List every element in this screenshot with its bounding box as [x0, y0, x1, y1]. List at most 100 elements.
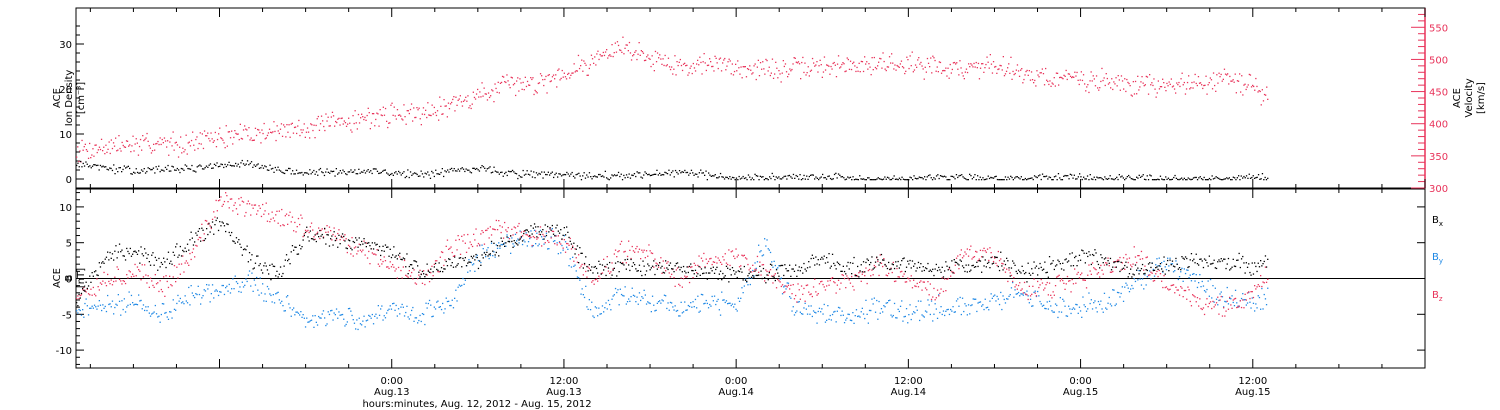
- bz-series-point: [1093, 267, 1095, 269]
- velocity-series-point: [1022, 82, 1024, 84]
- by-series-point: [902, 320, 904, 322]
- bx-series-point: [147, 254, 149, 256]
- by-series-point: [610, 309, 612, 311]
- bx-series-point: [96, 274, 98, 276]
- velocity-series-point: [93, 155, 95, 157]
- bz-series-point: [629, 249, 631, 251]
- velocity-series-point: [495, 87, 497, 90]
- by-series-point: [412, 306, 414, 309]
- density-series-point: [183, 169, 185, 171]
- density-series-point: [356, 173, 359, 175]
- bx-series-point: [1085, 252, 1088, 254]
- density-series-point: [716, 177, 718, 179]
- by-series-point: [604, 307, 606, 309]
- density-axis-label: Ion Density: [64, 70, 75, 127]
- bz-series-point: [1096, 273, 1098, 275]
- bx-series-point: [939, 269, 941, 271]
- bz-series-point: [347, 244, 350, 246]
- velocity-series-point: [493, 101, 495, 103]
- velocity-series-point: [700, 61, 702, 64]
- density-series-point: [436, 173, 438, 175]
- bz-series-point: [762, 264, 765, 266]
- bx-series-point: [312, 238, 314, 240]
- bz-series-point: [476, 245, 478, 247]
- density-series-point: [600, 175, 602, 178]
- by-series-point: [477, 259, 480, 262]
- density-series-point: [1192, 177, 1195, 179]
- bx-series-point: [1028, 272, 1030, 274]
- bx-series-point: [921, 270, 923, 272]
- density-series-point: [233, 165, 235, 167]
- bz-series-point: [530, 236, 532, 239]
- velocity-series-point: [181, 152, 183, 154]
- density-series-point: [982, 177, 984, 179]
- by-series-point: [278, 299, 280, 301]
- bx-series-point: [471, 257, 474, 259]
- density-series-point: [1011, 176, 1013, 179]
- by-series-point: [467, 271, 469, 273]
- by-series-point: [982, 304, 984, 306]
- velocity-series-point: [1087, 84, 1089, 86]
- by-series-point: [1258, 296, 1261, 299]
- bx-series-point: [514, 242, 517, 244]
- by-series-point: [591, 301, 593, 303]
- bz-series-point: [1188, 289, 1190, 291]
- bx-series-point: [221, 221, 223, 223]
- velocity-series-point: [278, 132, 280, 135]
- bz-series-point: [1151, 272, 1153, 274]
- by-series-point: [655, 309, 657, 311]
- velocity-series-point: [1154, 88, 1156, 90]
- by-series-point: [899, 305, 902, 307]
- by-series-point: [370, 317, 372, 319]
- density-series-point: [651, 174, 653, 176]
- by-series-point: [1004, 302, 1007, 304]
- bz-series-point: [1245, 299, 1247, 301]
- bz-series-point: [628, 240, 630, 242]
- density-series-point: [612, 175, 614, 177]
- by-series-point: [535, 243, 537, 245]
- bz-series-point: [1002, 263, 1004, 265]
- bz-series-point: [815, 291, 817, 293]
- bx-series-point: [854, 275, 856, 277]
- density-series-point: [1014, 177, 1016, 179]
- by-series-point: [1107, 302, 1109, 304]
- density-series-point: [143, 168, 145, 170]
- by-series-point: [755, 267, 757, 270]
- density-series-point: [901, 176, 903, 178]
- velocity-series-point: [826, 64, 828, 66]
- by-series-point: [1177, 278, 1179, 281]
- bz-series-point: [183, 271, 185, 273]
- by-series-point: [613, 294, 615, 296]
- bx-series-point: [1031, 268, 1033, 270]
- bx-series-point: [139, 262, 141, 264]
- bz-series-point: [82, 289, 84, 291]
- bz-series-point: [649, 250, 651, 252]
- bz-series-point: [851, 275, 853, 278]
- density-series-point: [969, 173, 971, 175]
- velocity-series-point: [1244, 83, 1246, 85]
- bx-series-point: [489, 253, 491, 255]
- bx-series-point: [839, 264, 841, 266]
- by-series-point: [115, 303, 117, 305]
- bz-series-point: [569, 237, 571, 240]
- bz-series-point: [880, 262, 883, 264]
- by-series-point: [121, 300, 123, 302]
- by-series-point: [366, 319, 369, 321]
- bx-series-point: [423, 273, 425, 275]
- bz-series-point: [958, 268, 960, 270]
- density-series-point: [1093, 176, 1095, 178]
- velocity-series-point: [404, 116, 406, 118]
- bx-series-point: [116, 257, 118, 259]
- bx-series-point: [102, 261, 104, 263]
- by-series-point: [1230, 298, 1232, 300]
- velocity-series-point: [709, 58, 711, 60]
- velocity-series-point: [184, 149, 186, 151]
- bz-series-point: [573, 260, 575, 262]
- bz-series-point: [666, 262, 668, 264]
- density-series-point: [708, 172, 710, 174]
- bz-series-point: [808, 291, 810, 293]
- density-series-point: [106, 168, 108, 170]
- velocity-series-point: [629, 52, 632, 54]
- by-series-point: [430, 304, 432, 306]
- bz-series-point: [765, 269, 767, 271]
